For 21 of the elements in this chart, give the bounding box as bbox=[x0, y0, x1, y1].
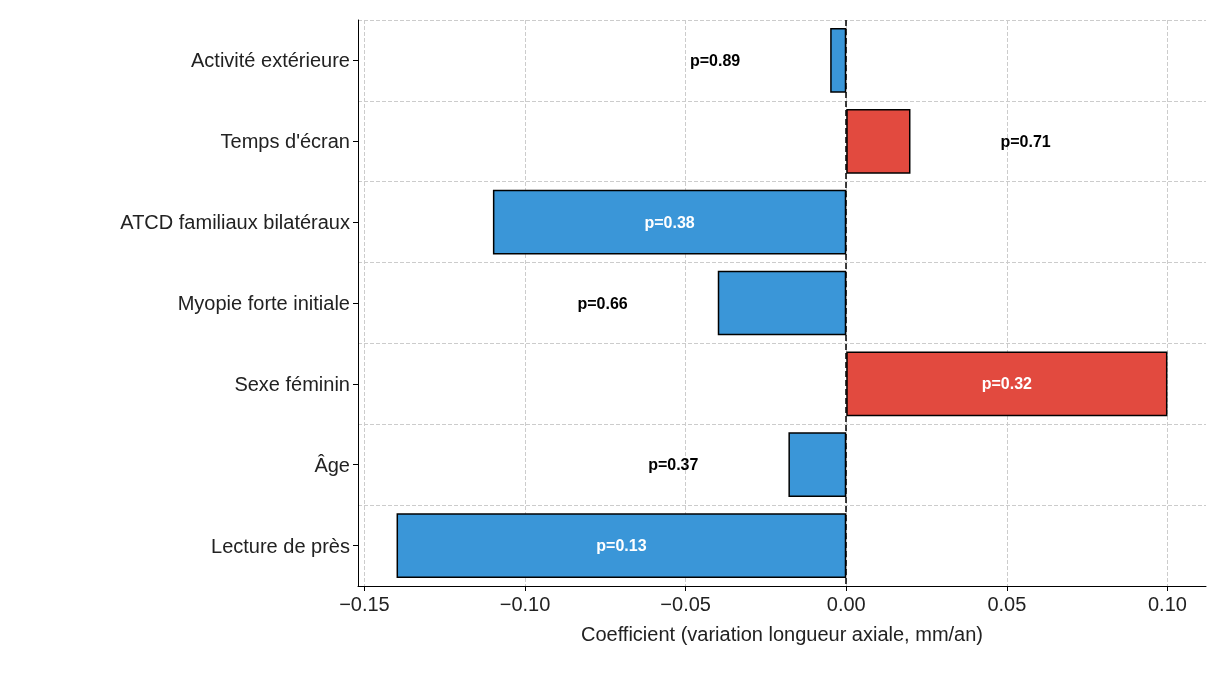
annotation: p=0.37 bbox=[648, 456, 699, 474]
annotation: p=0.13 bbox=[596, 537, 647, 555]
y-tick-label: ATCD familiaux bilatéraux bbox=[120, 211, 350, 234]
x-axis-title: Coefficient (variation longueur axiale, mm/an) bbox=[580, 623, 984, 645]
x-tick-label: 0.00 bbox=[826, 593, 866, 615]
x-tick-label: 0.10 bbox=[1147, 593, 1187, 615]
annotation: p=0.71 bbox=[1000, 132, 1051, 150]
y-tick-label: Temps d'écran bbox=[220, 130, 350, 153]
y-tick-label: Myopie forte initiale bbox=[177, 292, 350, 314]
annotation: p=0.89 bbox=[689, 51, 741, 69]
annotation: p=0.32 bbox=[981, 375, 1033, 393]
y-tick-label: Lecture de près bbox=[211, 534, 350, 557]
x-tick-label: −0.05 bbox=[660, 593, 711, 615]
x-tick-label: −0.15 bbox=[339, 593, 390, 615]
x-tick-label: 0.05 bbox=[987, 593, 1027, 615]
annotation: p=0.66 bbox=[577, 294, 628, 312]
y-tick-label: Âge bbox=[314, 453, 350, 476]
annotation: p=0.38 bbox=[644, 213, 695, 231]
x-tick-label: −0.10 bbox=[499, 593, 551, 615]
y-tick-label: Activité extérieure bbox=[191, 49, 350, 72]
y-tick-label: Sexe féminin bbox=[234, 372, 350, 395]
